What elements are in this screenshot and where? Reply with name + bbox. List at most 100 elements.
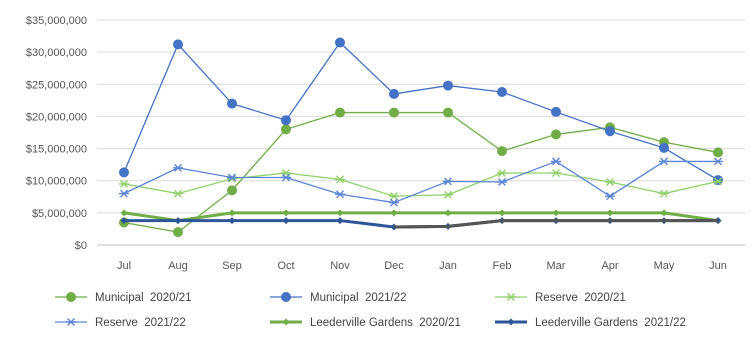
- data-point: [282, 209, 290, 217]
- data-point: [173, 39, 183, 50]
- data-point: [443, 177, 453, 186]
- data-point: [335, 107, 345, 118]
- data-point: [174, 217, 182, 225]
- series-line: [123, 111, 719, 233]
- y-tick-label: $5,000,000: [32, 208, 87, 220]
- data-point: [282, 318, 290, 326]
- data-point: [551, 157, 561, 166]
- data-point: [551, 169, 561, 177]
- series-line: [123, 41, 719, 181]
- data-point: [660, 209, 668, 217]
- data-point: [552, 209, 560, 217]
- series-3: [119, 169, 723, 201]
- axes: $0 $5,000,000 $10,000,000 $15,000,000 $20,00…: [26, 15, 727, 272]
- data-point: [507, 318, 515, 326]
- data-point: [713, 177, 723, 186]
- legend-label: Leederville Gardens 2020/21: [310, 317, 461, 329]
- data-point: [606, 209, 614, 217]
- gridlines: [97, 19, 745, 246]
- data-point: [443, 107, 453, 118]
- data-point: [605, 192, 615, 201]
- data-point: [551, 129, 561, 140]
- data-point: [497, 87, 507, 97]
- y-tick-label: $30,000,000: [26, 47, 87, 59]
- data-point: [659, 189, 669, 198]
- data-point: [119, 179, 129, 188]
- series-2: [119, 37, 723, 186]
- y-tick-label: $15,000,000: [26, 144, 87, 156]
- data-point: [119, 167, 129, 178]
- data-point: [713, 175, 723, 186]
- legend-item: Municipal 2021/22: [270, 292, 407, 304]
- data-point: [389, 192, 399, 201]
- x-tick-label: May: [654, 260, 675, 272]
- data-point: [335, 37, 345, 48]
- series-group: [119, 37, 723, 238]
- x-tick-label: Jun: [709, 260, 727, 272]
- data-point: [498, 209, 506, 217]
- data-point: [281, 169, 291, 177]
- y-tick-label: $35,000,000: [26, 15, 87, 27]
- legend-label: Leederville Gardens 2021/22: [535, 317, 686, 329]
- data-point: [66, 292, 76, 302]
- data-point: [390, 209, 398, 217]
- legend-item: Leederville Gardens 2021/22: [495, 317, 686, 329]
- data-point: [281, 292, 291, 302]
- data-point: [227, 98, 237, 109]
- data-point: [551, 106, 561, 117]
- legend-item: Reserve 2020/21: [495, 292, 626, 304]
- x-tick-label: Apr: [601, 260, 618, 272]
- data-point: [281, 115, 291, 126]
- y-tick-label: $25,000,000: [26, 79, 87, 91]
- data-point: [497, 146, 507, 157]
- data-point: [389, 198, 399, 207]
- data-point: [173, 189, 183, 198]
- data-point: [443, 190, 453, 199]
- x-tick-label: Jan: [439, 260, 457, 272]
- data-point: [497, 178, 507, 186]
- data-point: [336, 209, 344, 217]
- data-point: [173, 163, 183, 172]
- series-4: [119, 157, 723, 207]
- data-point: [173, 227, 183, 238]
- legend-label: Reserve 2021/22: [95, 317, 186, 329]
- x-tick-label: Aug: [168, 260, 188, 272]
- series-line: [123, 172, 719, 197]
- legend-label: Municipal 2020/21: [95, 292, 192, 304]
- x-tick-label: Dec: [384, 260, 404, 272]
- series-line: [123, 211, 719, 223]
- x-tick-label: Sep: [222, 260, 242, 272]
- data-point: [228, 209, 236, 217]
- legend-item: Leederville Gardens 2020/21: [270, 317, 461, 329]
- x-tick-label: Nov: [330, 260, 350, 272]
- data-point: [659, 142, 669, 153]
- data-point: [281, 173, 291, 182]
- data-point: [713, 147, 723, 158]
- x-tick-label: Feb: [493, 260, 512, 272]
- data-point: [659, 157, 669, 166]
- data-point: [605, 126, 615, 137]
- y-tick-label: $0: [75, 240, 87, 252]
- legend-label: Reserve 2020/21: [535, 292, 626, 304]
- data-point: [335, 175, 345, 184]
- data-point: [282, 217, 290, 225]
- legend-item: Municipal 2020/21: [55, 292, 192, 304]
- series-line-unlabelled: [393, 219, 718, 229]
- data-point: [336, 217, 344, 225]
- x-tick-label: Oct: [277, 260, 294, 272]
- data-point: [227, 185, 237, 196]
- data-point: [444, 209, 452, 217]
- data-point: [66, 318, 76, 326]
- y-tick-label: $20,000,000: [26, 111, 87, 123]
- data-point: [119, 189, 129, 198]
- data-point: [713, 157, 723, 166]
- legend: Municipal 2020/21 Municipal 2021/22 Reserv…: [55, 292, 686, 329]
- data-point: [506, 293, 516, 301]
- data-point: [227, 173, 237, 182]
- series-line: [123, 160, 718, 204]
- data-point: [605, 178, 615, 186]
- data-point: [120, 217, 128, 225]
- data-point: [497, 169, 507, 177]
